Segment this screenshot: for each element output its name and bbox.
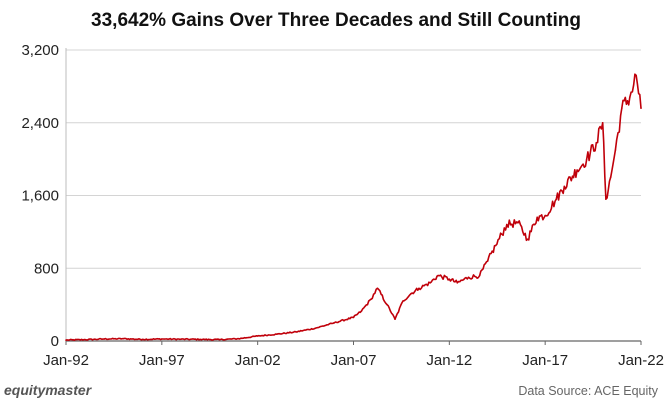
y-tick-label: 800 <box>34 260 59 277</box>
data-point <box>394 318 396 320</box>
data-point <box>601 121 604 124</box>
data-point <box>605 198 607 200</box>
data-point <box>576 169 578 171</box>
data-source-note: Data Source: ACE Equity <box>518 384 658 398</box>
data-point <box>429 282 431 284</box>
data-point <box>448 278 451 280</box>
y-tick-label: 1,600 <box>21 188 59 205</box>
data-point <box>595 141 598 144</box>
x-tick-label: Jan-07 <box>331 352 377 369</box>
data-point <box>640 107 642 109</box>
x-tick-label: Jan-12 <box>426 352 472 369</box>
data-point <box>180 338 182 340</box>
data-point <box>218 338 221 341</box>
data-point <box>65 339 67 341</box>
y-axis-tick-labels: 0 800 1,600 2,400 3,200 <box>21 42 59 350</box>
x-axis-tick-labels: Jan-92 Jan-97 Jan-02 Jan-07 Jan-12 Jan-17 Jan-… <box>43 352 664 369</box>
x-tick-label: Jan-17 <box>522 352 568 369</box>
y-tick-label: 3,200 <box>21 42 59 59</box>
y-tick-label: 0 <box>51 333 59 350</box>
series-layer <box>65 73 642 341</box>
data-point <box>199 338 201 341</box>
data-point <box>635 74 638 77</box>
data-point <box>256 335 259 337</box>
data-point <box>467 276 470 279</box>
data-point <box>544 214 546 217</box>
data-point <box>629 96 631 99</box>
data-point <box>437 274 439 277</box>
data-point <box>122 337 125 340</box>
y-tick-label: 2,400 <box>21 115 59 132</box>
data-point <box>494 244 497 247</box>
data-point <box>103 338 106 340</box>
data-point <box>84 338 86 341</box>
data-point <box>237 337 240 340</box>
data-point <box>295 331 297 333</box>
data-point <box>410 292 412 295</box>
brand-logo-text: equitymaster <box>4 382 92 398</box>
data-point <box>360 310 363 312</box>
data-point <box>314 327 316 330</box>
data-point <box>141 338 144 341</box>
data-point <box>506 223 508 226</box>
x-tick-label: Jan-97 <box>139 352 185 369</box>
data-point <box>276 333 278 335</box>
data-point <box>517 221 519 224</box>
x-tick-label: Jan-22 <box>618 352 664 369</box>
data-point <box>526 238 529 240</box>
chart-title: 33,642% Gains Over Three Decades and Sti… <box>91 10 581 31</box>
data-point <box>161 338 163 340</box>
x-tick-label: Jan-02 <box>235 352 281 369</box>
data-point <box>352 316 355 319</box>
data-point <box>456 282 459 284</box>
x-tick-label: Jan-92 <box>43 352 89 369</box>
data-point <box>418 287 420 290</box>
data-point <box>585 158 588 160</box>
data-point <box>621 107 623 109</box>
data-point <box>370 298 372 300</box>
data-point <box>486 260 489 262</box>
data-point <box>376 287 379 290</box>
data-point <box>402 300 404 302</box>
data-point <box>536 216 538 219</box>
data-point <box>563 185 566 188</box>
data-point <box>555 198 558 200</box>
series-line <box>65 73 642 341</box>
data-point <box>614 149 617 151</box>
data-point <box>609 176 612 179</box>
axes <box>65 48 642 345</box>
gridlines <box>66 49 641 269</box>
data-point <box>478 274 481 277</box>
data-point <box>386 303 388 306</box>
data-point <box>333 322 336 324</box>
